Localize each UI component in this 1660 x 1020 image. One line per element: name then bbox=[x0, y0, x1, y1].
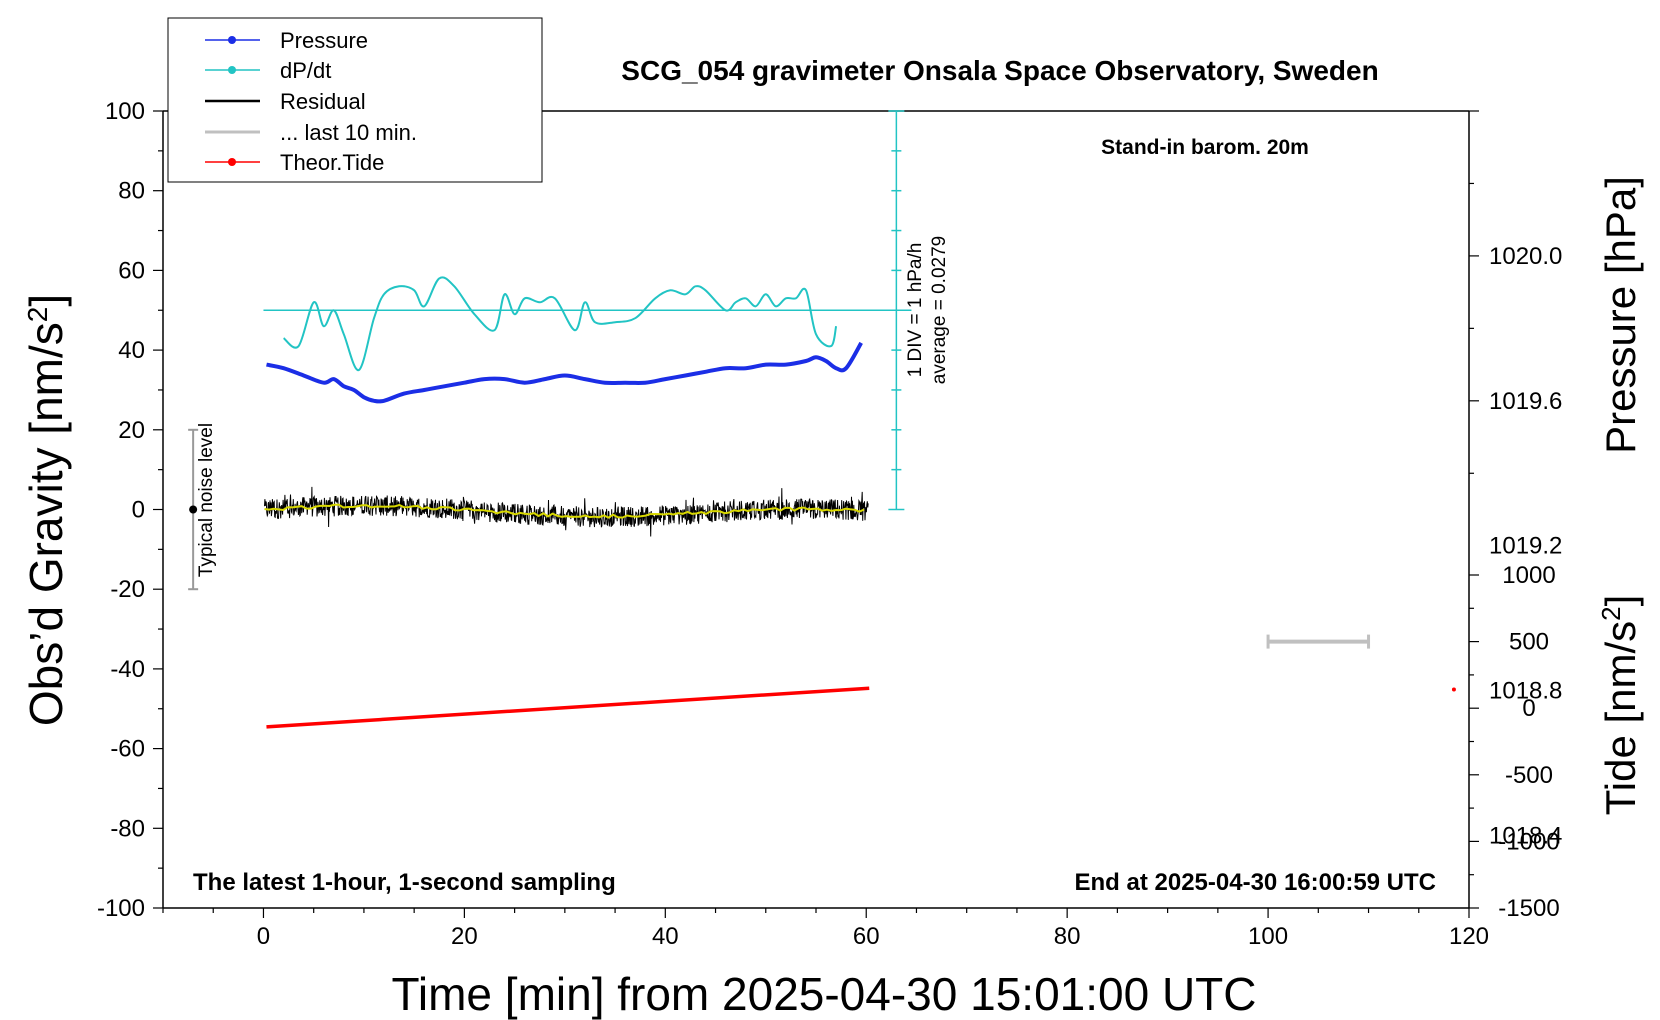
y-left-tick-label: -80 bbox=[110, 815, 145, 842]
noise-bar-center bbox=[189, 505, 198, 514]
y-tide-tick-label: -1000 bbox=[1498, 828, 1559, 855]
x-axis-title: Time [min] from 2025-04-30 15:01:00 UTC bbox=[392, 968, 1257, 1020]
y-tide-tick-label: -500 bbox=[1505, 762, 1553, 789]
y-tide-ticks: 1000 500 0 -500 -1000 -1500 bbox=[1469, 562, 1560, 922]
chart-title: SCG_054 gravimeter Onsala Space Observat… bbox=[621, 55, 1378, 86]
y-left-tick-label: -60 bbox=[110, 736, 145, 763]
y-left-tick-label: 20 bbox=[118, 417, 145, 444]
y-tide-tick-label: 1000 bbox=[1502, 562, 1555, 589]
y-tide-tick-label: 500 bbox=[1509, 629, 1549, 656]
x-tick-label: 80 bbox=[1054, 923, 1081, 950]
legend-label-tide: Theor.Tide bbox=[280, 150, 384, 175]
y-pressure-tick-label: 1018.4 bbox=[1489, 823, 1562, 850]
y-pressure-tick-label: 1020.0 bbox=[1489, 243, 1562, 270]
legend-swatch-dot bbox=[228, 36, 236, 44]
average-label: average = 0.0279 bbox=[929, 236, 950, 384]
y-tide-title-sup: 2 bbox=[1596, 606, 1626, 620]
y-left-axis-title: Obs’d Gravity [nm/s2] bbox=[20, 294, 72, 726]
end-at-note: End at 2025-04-30 16:00:59 UTC bbox=[1075, 869, 1437, 896]
legend-swatch-dot bbox=[228, 158, 236, 166]
legend: Pressure dP/dt Residual ... last 10 min.… bbox=[167, 17, 543, 183]
x-tick-label: 0 bbox=[257, 923, 270, 950]
series-layer bbox=[188, 276, 1456, 729]
series-tide-point bbox=[1451, 687, 1456, 692]
series-dpdt-line bbox=[282, 276, 838, 372]
y-left-ticks: 100 80 60 40 20 0 -20 -40 -60 -80 -100 bbox=[97, 98, 163, 922]
x-axis-ticks: 0 20 40 60 80 100 120 bbox=[162, 908, 1489, 950]
series-tide-line bbox=[266, 686, 870, 729]
y-left-title-end: ] bbox=[20, 294, 72, 307]
series-pressure-line bbox=[266, 341, 863, 404]
y-left-tick-label: 100 bbox=[105, 98, 145, 125]
stand-in-note: Stand-in barom. 20m bbox=[1101, 136, 1309, 159]
y-left-tick-label: -100 bbox=[97, 895, 145, 922]
y-pressure-axis-title: Pressure [hPa] bbox=[1597, 176, 1644, 454]
y-tide-title-end: ] bbox=[1597, 595, 1644, 607]
y-pressure-tick-label: 1018.8 bbox=[1489, 678, 1562, 705]
noise-label: Typical noise level bbox=[196, 423, 217, 577]
y-left-tick-label: -20 bbox=[110, 576, 145, 603]
legend-marks bbox=[205, 36, 260, 166]
y-tide-tick-label: 0 bbox=[1522, 695, 1535, 722]
x-tick-label: 60 bbox=[853, 923, 880, 950]
y-left-tick-label: 40 bbox=[118, 337, 145, 364]
y-tide-axis-title: Tide [nm/s2] bbox=[1596, 595, 1644, 816]
div-label: 1 DIV = 1 hPa/h bbox=[905, 243, 926, 378]
y-pressure-tick-label: 1019.2 bbox=[1489, 533, 1562, 560]
legend-label-residual: Residual bbox=[280, 89, 366, 114]
y-left-tick-label: 0 bbox=[132, 497, 145, 524]
series-residual-line bbox=[264, 486, 869, 537]
y-pressure-ticks: 1020.0 1019.6 1019.2 1018.8 1018.4 bbox=[1469, 110, 1562, 850]
x-tick-label: 120 bbox=[1449, 923, 1489, 950]
y-left-tick-label: -40 bbox=[110, 656, 145, 683]
x-tick-label: 40 bbox=[652, 923, 679, 950]
y-tide-tick-label: -1500 bbox=[1498, 895, 1559, 922]
y-tide-title-main: Tide [nm/s bbox=[1597, 621, 1644, 816]
legend-label-pressure: Pressure bbox=[280, 28, 368, 53]
y-left-title-sup: 2 bbox=[22, 307, 53, 323]
y-left-title-main: Obs’d Gravity [nm/s bbox=[20, 322, 72, 726]
legend-label-dpdt: dP/dt bbox=[280, 58, 331, 83]
latest-note: The latest 1-hour, 1-second sampling bbox=[193, 869, 616, 896]
y-left-tick-label: 60 bbox=[118, 257, 145, 284]
y-left-tick-label: 80 bbox=[118, 178, 145, 205]
x-tick-label: 20 bbox=[451, 923, 478, 950]
legend-swatch-dot bbox=[228, 66, 236, 74]
x-tick-label: 100 bbox=[1248, 923, 1288, 950]
y-pressure-tick-label: 1019.6 bbox=[1489, 388, 1562, 415]
dpdt-scale-bar bbox=[263, 110, 912, 511]
legend-label-last10: ... last 10 min. bbox=[280, 120, 417, 145]
series-residual-smooth-line bbox=[264, 503, 865, 519]
